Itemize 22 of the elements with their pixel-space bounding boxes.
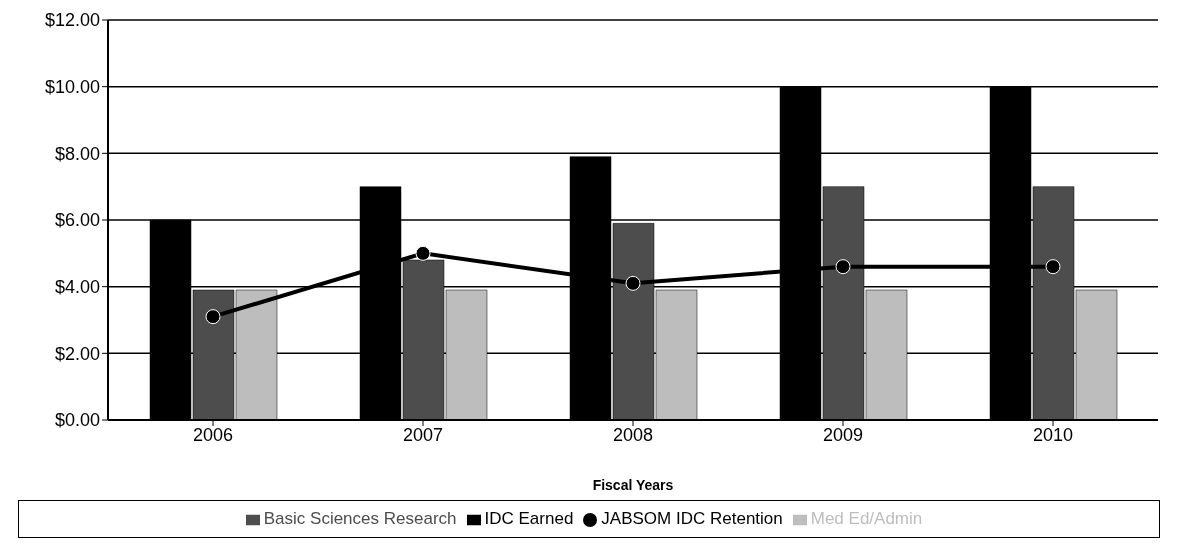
y-tick-label: $2.00 [54,343,100,364]
y-tick-label: $4.00 [54,277,100,298]
legend-label: Med Ed/Admin [810,509,923,528]
x-tick-label: 2007 [402,424,444,445]
point [1045,259,1061,275]
y-tick-label: $0.00 [54,410,100,431]
legend-label: Basic Sciences Research [263,509,457,528]
x-tick-label: 2006 [192,424,234,445]
x-tick-label: 2009 [822,424,864,445]
y-tick-label: $12.00 [44,10,100,31]
legend-label: IDC Earned [484,509,574,528]
y-tick-label: $8.00 [54,143,100,164]
legend-label: JABSOM IDC Retention [601,509,783,528]
point [415,245,431,261]
point [625,275,641,291]
x-tick-label: 2008 [612,424,654,445]
y-tick-label: $10.00 [44,77,100,98]
point [205,309,221,325]
point [835,259,851,275]
y-tick-label: $6.00 [54,210,100,231]
x-tick-label: 2010 [1032,424,1074,445]
x-axis-title: Fiscal Years [592,477,674,493]
